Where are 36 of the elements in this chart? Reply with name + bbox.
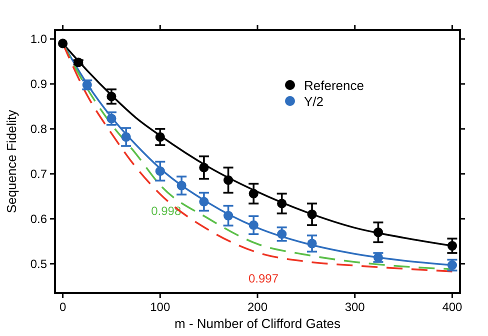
point <box>373 228 384 238</box>
point <box>199 162 209 172</box>
x-tick-label: 300 <box>344 300 366 314</box>
point <box>121 132 131 142</box>
y-tick-label: 0.7 <box>30 166 48 181</box>
x-tick-label: 0 <box>59 300 66 314</box>
point <box>277 198 287 208</box>
x-axis-title: m - Number of Clifford Gates <box>174 316 341 331</box>
point <box>248 220 258 230</box>
y-tick-label: 0.6 <box>30 212 48 226</box>
y-tick-label: 1.0 <box>30 32 48 46</box>
point <box>106 114 116 124</box>
point <box>223 210 234 220</box>
point <box>307 238 317 248</box>
y-axis-title: Sequence Fidelity <box>4 109 19 214</box>
point <box>277 229 287 239</box>
point <box>307 210 317 220</box>
point <box>58 38 68 48</box>
legend-label: Y/2 <box>304 94 324 109</box>
point <box>155 166 165 176</box>
legend-label: Reference <box>304 78 364 93</box>
point <box>447 240 458 251</box>
point <box>223 175 234 185</box>
point <box>176 180 186 190</box>
point <box>155 132 165 142</box>
y-tick-label: 0.9 <box>30 76 48 91</box>
x-tick-label: 400 <box>442 300 463 314</box>
x-tick-label: 200 <box>247 300 268 314</box>
series-label: 0.997 <box>248 272 279 286</box>
series-label: 0.998 <box>151 204 182 218</box>
y-tick-label: 0.5 <box>30 256 48 271</box>
point <box>199 196 209 207</box>
y-tick-label: 0.8 <box>30 122 48 136</box>
x-tick-label: 100 <box>150 300 170 314</box>
point <box>106 92 116 102</box>
point <box>248 188 258 198</box>
